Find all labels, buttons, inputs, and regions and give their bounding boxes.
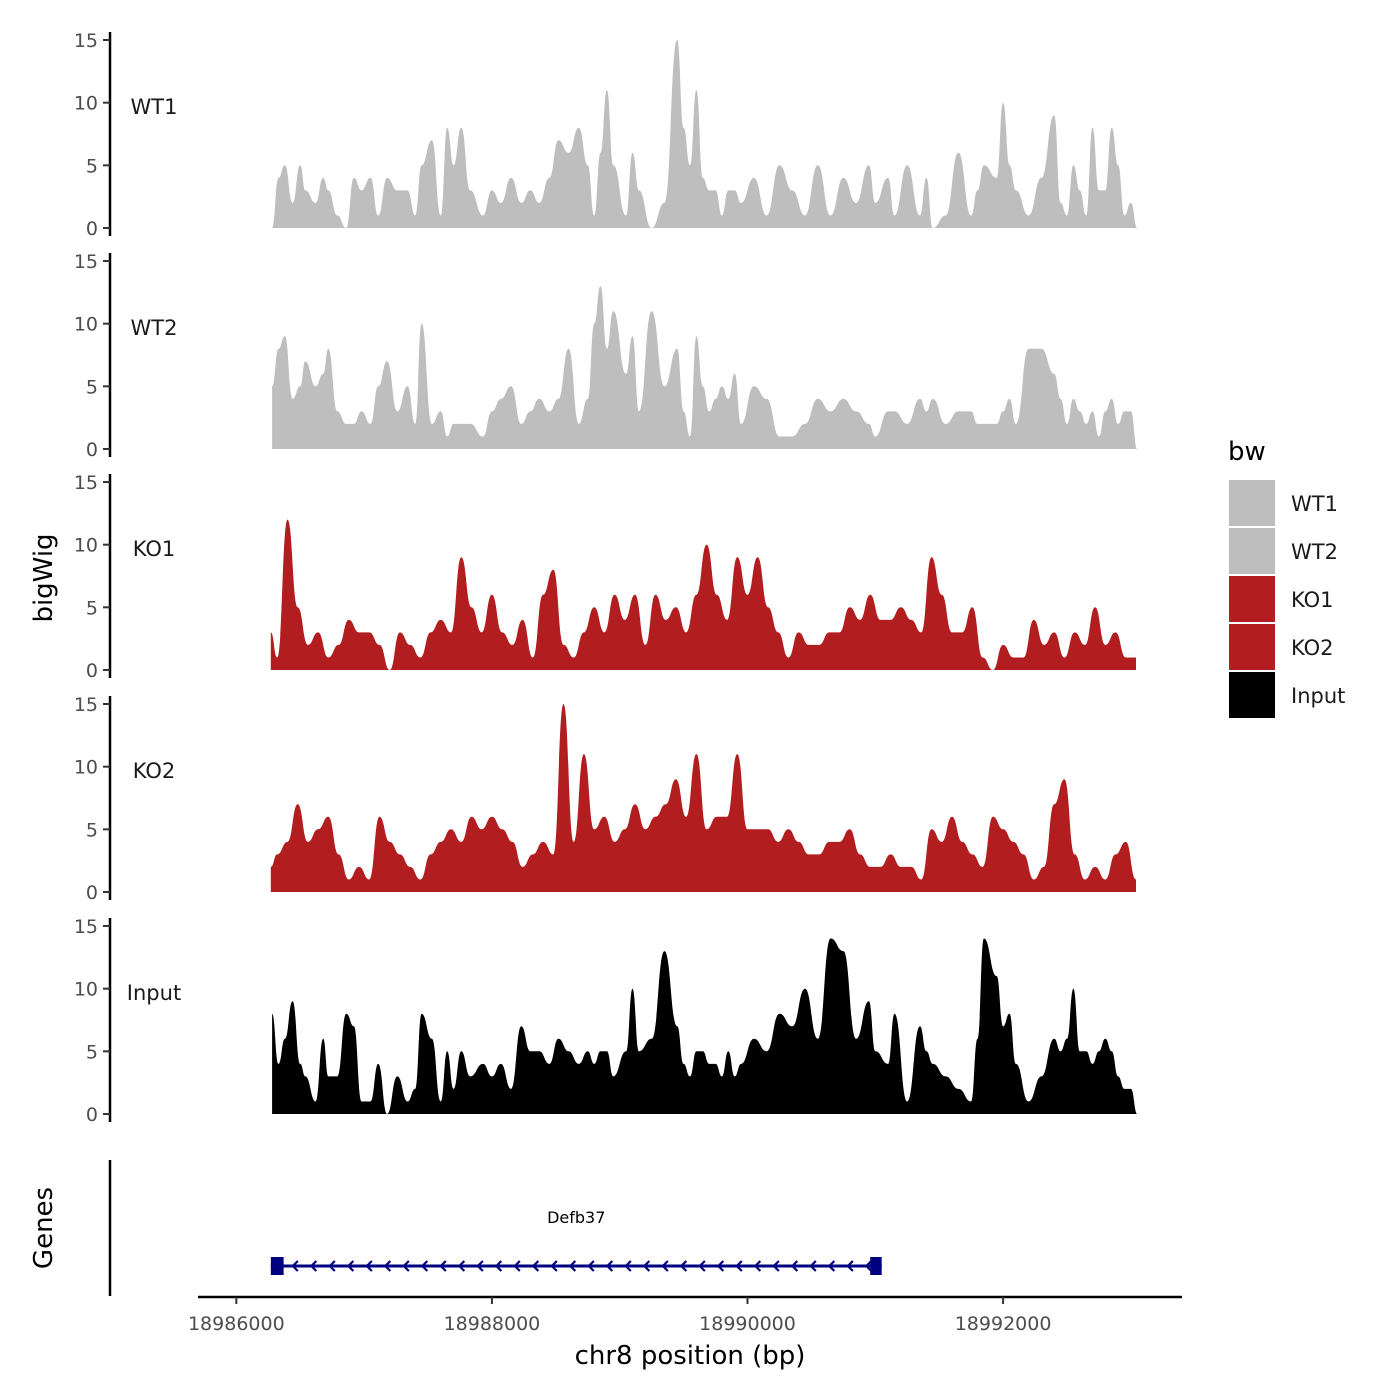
strand-arrow-icon: [846, 1260, 854, 1272]
y-tick-label: 10: [74, 93, 98, 115]
strand-arrow-icon: [864, 1260, 873, 1272]
y-tick-label: 10: [74, 979, 98, 1001]
y-tick-label: 5: [86, 597, 98, 619]
y-tick-label: 5: [86, 1041, 98, 1063]
strand-arrow-icon: [735, 1260, 743, 1272]
strand-arrow-icon: [309, 1260, 318, 1272]
strand-arrow-icon: [476, 1260, 484, 1272]
strand-arrow-icon: [772, 1260, 780, 1272]
y-tick-label: 15: [74, 251, 98, 273]
legend-label-ko2: KO2: [1291, 636, 1334, 660]
track-label-wt2: WT2: [131, 316, 178, 340]
legend-title: bw: [1228, 437, 1266, 467]
x-axis: 18986000 18988000 18990000 18992000: [188, 1295, 1182, 1335]
y-tick-label: 5: [86, 376, 98, 398]
y-tick-label: 15: [74, 472, 98, 494]
track-label-input: Input: [127, 981, 181, 1005]
gene-defb37: Defb37: [270, 1208, 882, 1275]
y-tick-label: 10: [74, 535, 98, 557]
x-tick-label: 18992000: [955, 1313, 1052, 1335]
area-series-wt1: [272, 40, 1138, 228]
x-tick-label: 18990000: [699, 1313, 796, 1335]
y-tick-label: 5: [86, 819, 98, 841]
gene-track: Defb37: [108, 1160, 882, 1296]
strand-arrow-icon: [642, 1260, 651, 1272]
y-tick-label: 10: [74, 314, 98, 336]
strand-arrow-icon: [605, 1260, 614, 1272]
strand-arrow-icon: [328, 1260, 336, 1272]
track-label-ko1: KO1: [133, 537, 176, 561]
legend-key-ko1: [1229, 576, 1275, 622]
strand-arrow-icon: [661, 1260, 669, 1272]
strand-arrow-icon: [439, 1260, 447, 1272]
gene-label: Defb37: [547, 1208, 605, 1227]
track-ko1: 0 5 10 15 KO1: [74, 472, 1136, 682]
legend-key-ko2: [1229, 624, 1275, 670]
y-tick-label: 0: [86, 439, 98, 461]
track-label-wt1: WT1: [131, 95, 178, 119]
y-tick-label: 0: [86, 1104, 98, 1126]
y-tick-label: 0: [86, 882, 98, 904]
genes-axis-title: Genes: [29, 1187, 59, 1269]
strand-arrow-icon: [420, 1260, 429, 1272]
gene-exon: [270, 1257, 284, 1275]
track-ko2: 0 5 10 15 KO2: [74, 694, 1136, 904]
y-tick-label: 15: [74, 916, 98, 938]
legend: bw WT1 WT2 KO1 KO2 Input: [1228, 437, 1345, 718]
y-tick-label: 0: [86, 218, 98, 240]
strand-arrow-icon: [587, 1260, 595, 1272]
y-axis-title: bigWig: [29, 533, 59, 622]
strand-arrow-icon: [716, 1260, 725, 1272]
strand-arrow-icon: [402, 1260, 410, 1272]
area-series-wt2: [272, 286, 1138, 449]
strand-arrow-icon: [346, 1260, 355, 1272]
y-tick-label: 10: [74, 757, 98, 779]
strand-arrow-icon: [827, 1260, 836, 1272]
strand-arrow-icon: [291, 1260, 299, 1272]
y-tick-label: 0: [86, 660, 98, 682]
strand-arrow-icon: [679, 1260, 688, 1272]
strand-arrow-icon: [383, 1260, 392, 1272]
y-tick-label: 5: [86, 155, 98, 177]
strand-arrow-icon: [531, 1260, 540, 1272]
strand-arrow-icon: [698, 1260, 706, 1272]
legend-label-wt2: WT2: [1291, 540, 1338, 564]
strand-arrow-icon: [457, 1260, 466, 1272]
legend-label-ko1: KO1: [1291, 588, 1334, 612]
legend-label-wt1: WT1: [1291, 492, 1338, 516]
strand-arrow-icon: [365, 1260, 373, 1272]
strand-arrow-icon: [809, 1260, 817, 1272]
strand-arrow-icon: [568, 1260, 577, 1272]
legend-label-input: Input: [1291, 684, 1345, 708]
legend-key-wt1: [1229, 480, 1275, 526]
track-wt2: 0 5 10 15 WT2: [74, 251, 1138, 461]
strand-arrow-icon: [513, 1260, 521, 1272]
strand-arrow-icon: [753, 1260, 762, 1272]
x-tick-label: 18988000: [444, 1313, 541, 1335]
area-series-ko2: [270, 704, 1136, 892]
track-wt1: 0 5 10 15 WT1: [74, 30, 1138, 240]
legend-key-wt2: [1229, 528, 1275, 574]
y-tick-label: 15: [74, 694, 98, 716]
x-axis-title: chr8 position (bp): [575, 1341, 806, 1371]
strand-arrow-icon: [494, 1260, 503, 1272]
legend-key-input: [1229, 672, 1275, 718]
strand-arrow-icon: [624, 1260, 632, 1272]
area-series-input: [272, 938, 1138, 1114]
x-tick-label: 18986000: [188, 1313, 285, 1335]
strand-arrow-icon: [550, 1260, 558, 1272]
tracks-layer: 0 5 10 15 WT1 0 5 10 15 WT2 0 5 10 15 KO1 0 5 10 15 KO2 0 5 10…: [74, 30, 1138, 1126]
y-tick-label: 15: [74, 30, 98, 52]
strand-arrow-icon: [790, 1260, 799, 1272]
area-series-ko1: [270, 519, 1136, 670]
track-input: 0 5 10 15 Input: [74, 916, 1138, 1126]
gene-exon: [870, 1257, 882, 1275]
track-label-ko2: KO2: [133, 759, 176, 783]
